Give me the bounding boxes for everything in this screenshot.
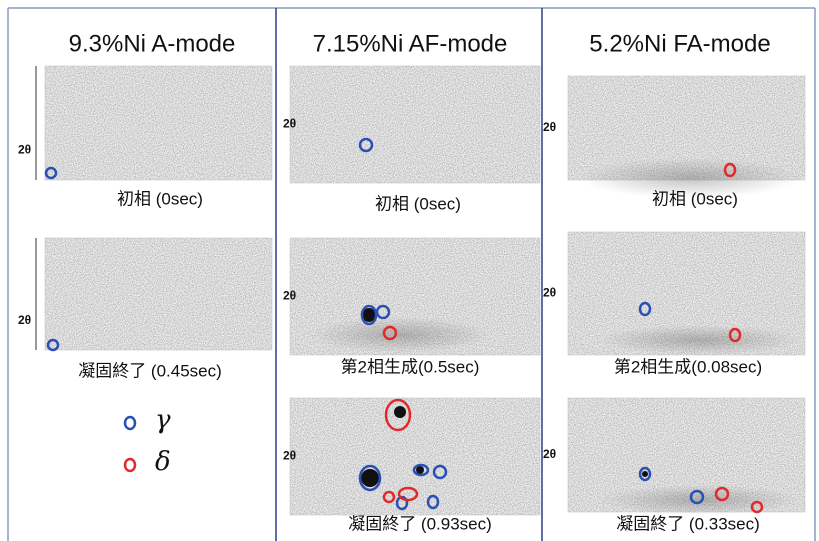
caption: 凝固終了 (0.33sec): [616, 514, 760, 533]
diffraction-ring: [600, 485, 800, 515]
axis-label: 2θ: [283, 449, 296, 463]
caption: 初相 (0sec): [117, 189, 203, 208]
column-title: 5.2%Ni FA-mode: [589, 30, 770, 57]
legend-symbol: γ: [155, 405, 171, 435]
figure: 9.3%Ni A-mode 2θ 初相 (0sec) 2θ 凝固終了 (0.45sec)…: [0, 0, 819, 541]
caption: 凝固終了 (0.93sec): [348, 514, 492, 533]
diffraction-ring: [600, 325, 800, 355]
axis-label: 2θ: [543, 120, 556, 134]
caption: 初相 (0sec): [652, 189, 738, 208]
diffraction-ring: [310, 317, 490, 353]
image-noise: [45, 66, 272, 180]
legend-symbol: δ: [155, 447, 171, 477]
axis-label: 2θ: [283, 117, 296, 131]
axis-label: 2θ: [543, 447, 556, 461]
spot: [361, 469, 379, 487]
caption: 第2相生成(0.5sec): [341, 357, 480, 376]
caption: 第2相生成(0.08sec): [614, 357, 762, 376]
axis-label: 2θ: [18, 313, 31, 327]
spot: [642, 471, 648, 477]
spot: [394, 406, 406, 418]
image-noise: [45, 238, 272, 350]
image-noise: [290, 66, 540, 183]
column-title: 7.15%Ni AF-mode: [313, 30, 508, 57]
caption: 凝固終了 (0.45sec): [78, 361, 222, 380]
axis-label: 2θ: [283, 289, 296, 303]
axis-label: 2θ: [543, 286, 556, 300]
caption: 初相 (0sec): [375, 194, 461, 213]
axis-label: 2θ: [18, 143, 31, 157]
column-title: 9.3%Ni A-mode: [69, 30, 236, 57]
